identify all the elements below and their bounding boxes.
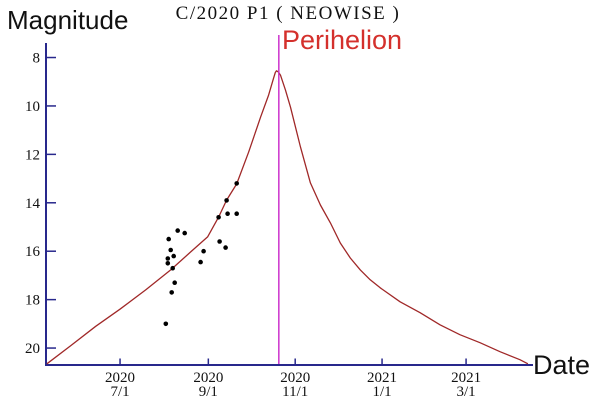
perihelion-annotation: Perihelion: [282, 25, 403, 55]
x-tick-label-date: 1/1: [372, 384, 391, 400]
x-tick-label-year: 2021: [451, 370, 481, 386]
observation-point: [170, 265, 175, 271]
observation-point: [165, 261, 171, 266]
y-tick-label: 18: [25, 293, 40, 309]
prediction-curve: [46, 70, 529, 365]
x-tick-label-date: 11/1: [282, 384, 308, 400]
y-tick-label: 10: [25, 99, 40, 115]
observation-point: [217, 239, 222, 244]
x-axis-title: Date: [533, 350, 591, 380]
y-tick-label: 16: [25, 244, 41, 260]
y-tick-label: 12: [25, 147, 40, 163]
chart-title: C/2020 P1 ( NEOWISE ): [175, 3, 401, 24]
observation-point: [172, 280, 177, 286]
y-tick-label: 8: [33, 51, 41, 67]
x-tick-label-date: 7/1: [110, 384, 129, 400]
observation-point: [166, 236, 171, 242]
observation-point: [182, 230, 187, 236]
observation-point: [198, 259, 203, 265]
observation-point: [175, 228, 180, 233]
x-tick-label-year: 2020: [193, 370, 223, 386]
observation-point: [216, 215, 221, 220]
observation-point: [223, 245, 228, 250]
y-axis-title: Magnitude: [7, 5, 129, 35]
observation-point: [171, 253, 176, 259]
observation-point: [225, 211, 230, 216]
observation-point: [234, 211, 239, 216]
observation-point: [168, 247, 173, 253]
observation-point: [234, 181, 239, 186]
x-tick-label-year: 2020: [105, 370, 135, 386]
x-tick-label-year: 2021: [367, 370, 397, 386]
observation-point: [163, 321, 169, 327]
observation-point: [224, 198, 229, 203]
x-tick-label-year: 2020: [280, 370, 310, 386]
axis-lines: [45, 43, 533, 366]
x-tick-label-date: 9/1: [199, 384, 218, 400]
y-tick-label: 20: [25, 341, 40, 357]
x-tick-label-date: 3/1: [456, 384, 475, 400]
observation-point: [201, 248, 206, 254]
observation-point: [165, 256, 171, 261]
y-tick-label: 14: [25, 196, 41, 212]
observation-point: [169, 290, 174, 295]
